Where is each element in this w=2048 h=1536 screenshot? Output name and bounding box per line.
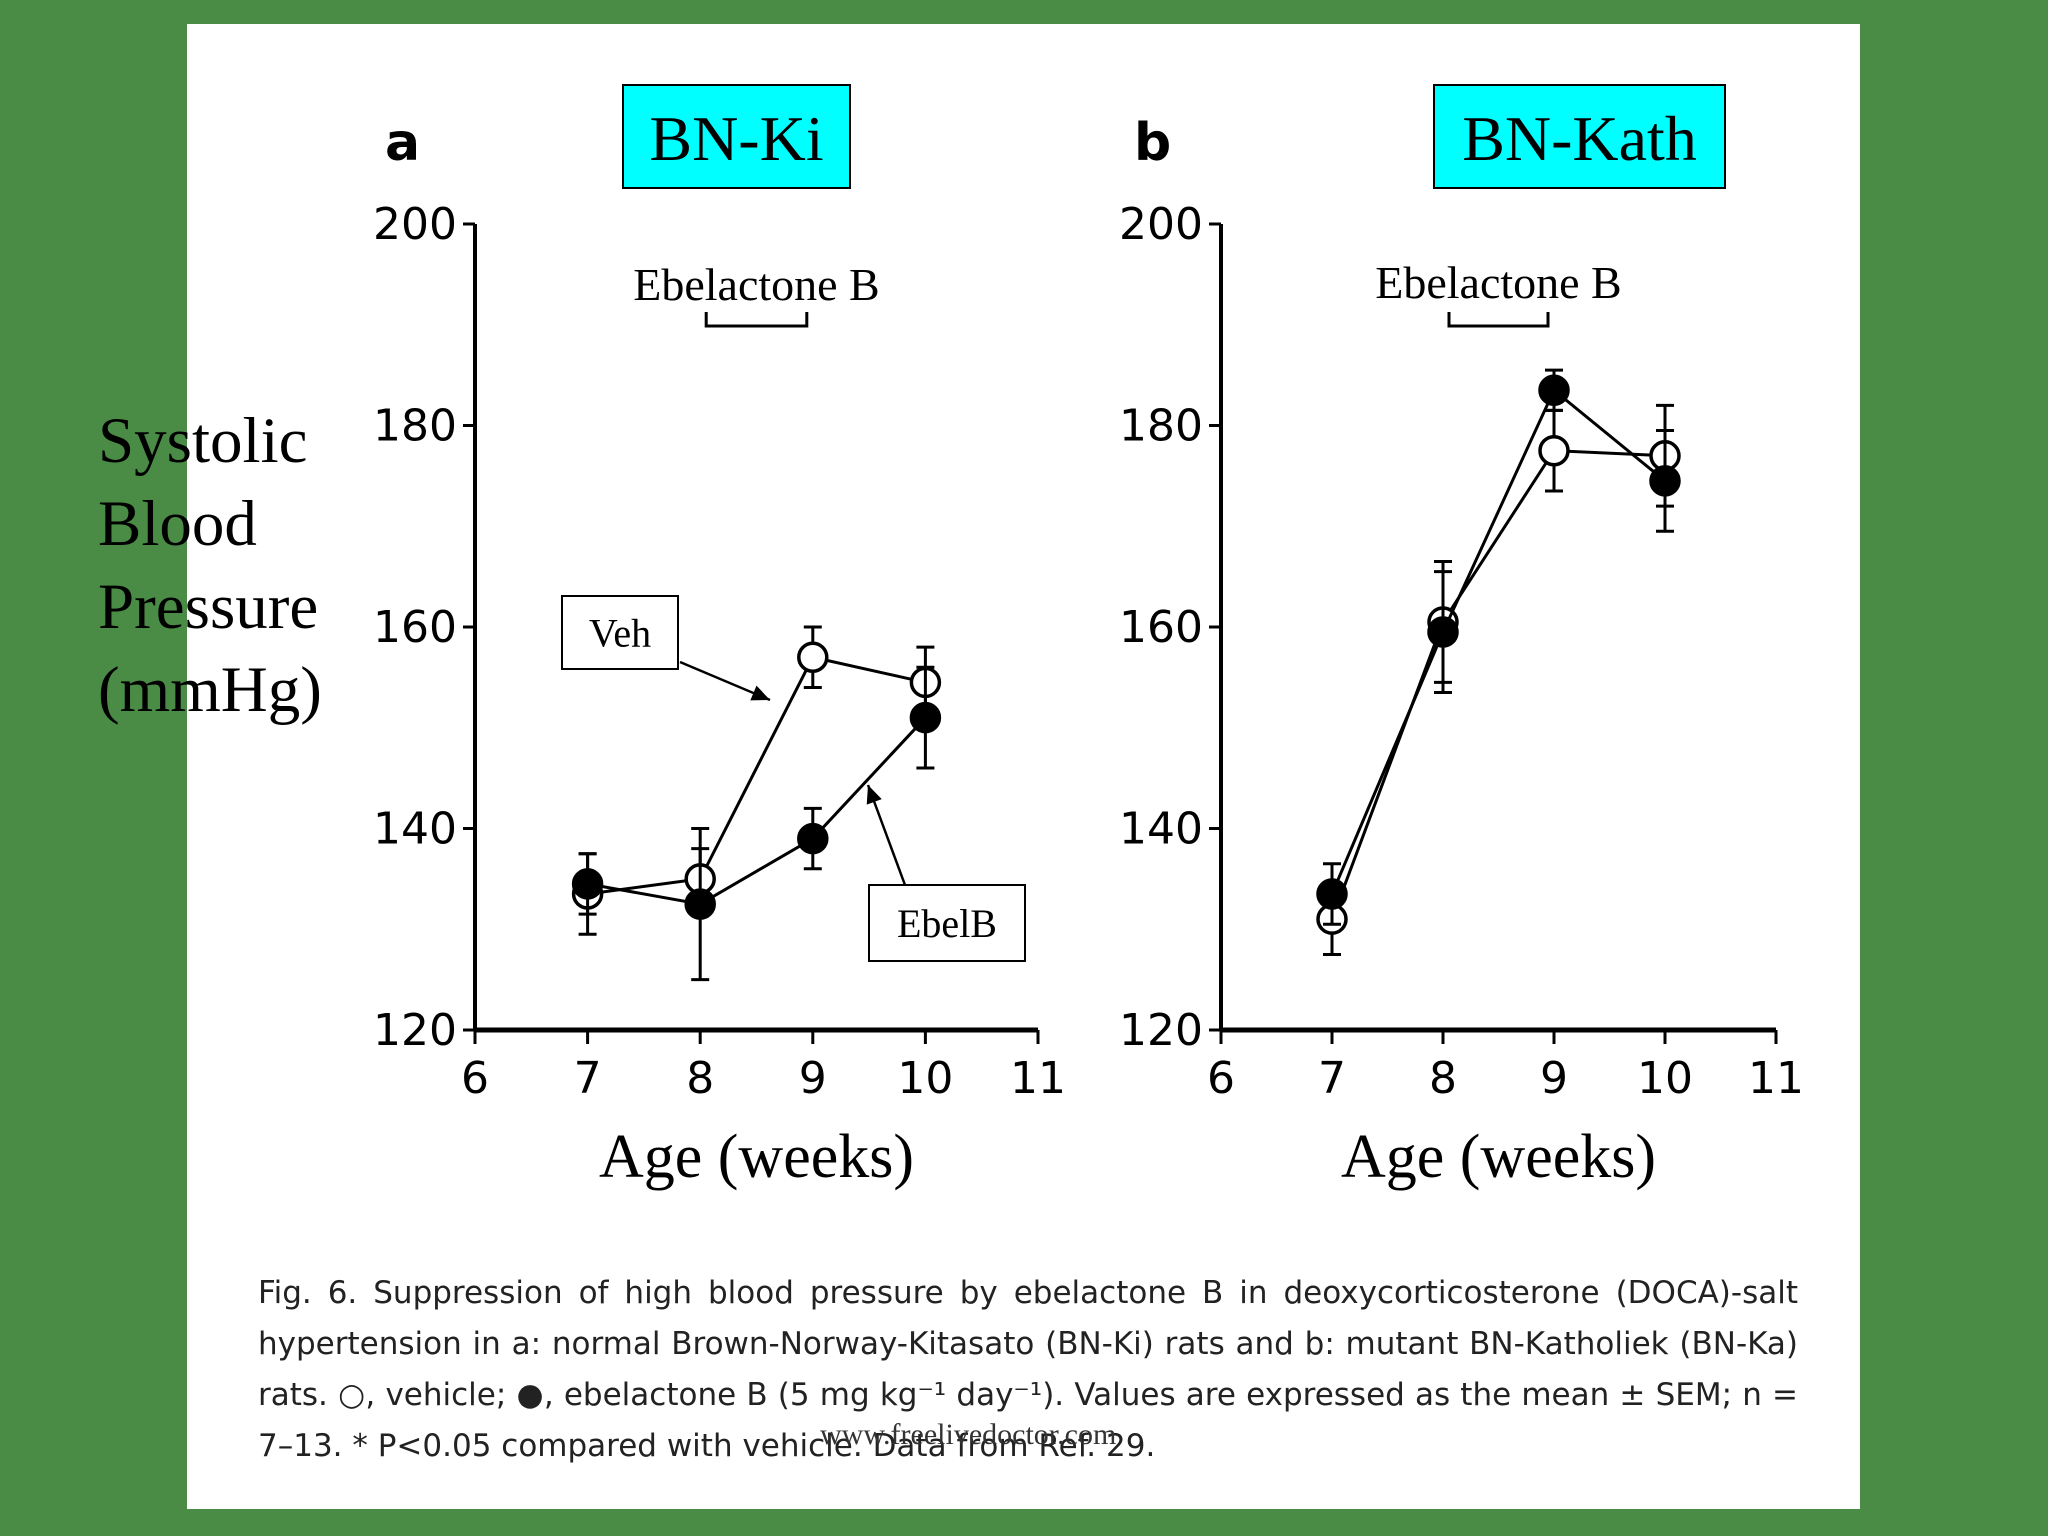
- y-tick-label: 120: [373, 1005, 457, 1056]
- series-callout-box: [868, 884, 1026, 962]
- series-line: [1330, 387, 1666, 895]
- chart-a: BN-Ki a 120 140 160 180 200 6 7 8 9 10 11 Age (weeks)…: [373, 84, 1066, 1191]
- y-tick-label: 200: [373, 199, 457, 250]
- series-line: [587, 655, 926, 896]
- y-tick-label: 180: [373, 401, 457, 452]
- y-tick-label: 140: [1119, 804, 1203, 855]
- y-tick-label: 200: [1119, 199, 1203, 250]
- series-vehicle: [1316, 403, 1681, 956]
- data-point: [909, 701, 942, 734]
- series-treated: [571, 665, 942, 982]
- y-tick-label: 140: [373, 804, 457, 855]
- treatment-label: Ebelactone B: [1375, 257, 1622, 308]
- series-callout-box: [561, 595, 679, 670]
- x-axis-label: Age (weeks): [1341, 1123, 1656, 1191]
- y-axis-label: Systolic Blood Pressure (mmHg): [98, 400, 322, 732]
- series-callout-label: EbelB: [897, 901, 997, 946]
- panel-letter: b: [1134, 113, 1171, 173]
- data-point: [1427, 616, 1459, 648]
- x-tick-label: 6: [1207, 1053, 1235, 1104]
- figure-caption: Fig. 6. Suppression of high blood pressu…: [258, 1275, 1798, 1464]
- x-tick-label: 10: [897, 1053, 953, 1104]
- data-point: [571, 868, 604, 900]
- data-point: [1316, 878, 1348, 910]
- x-axis-label: Age (weeks): [599, 1123, 914, 1191]
- chart-title-box: [622, 84, 851, 189]
- x-tick-label: 9: [1540, 1053, 1568, 1104]
- y-axis-label-line: Pressure: [98, 571, 319, 643]
- y-axis-label-line: (mmHg): [98, 654, 322, 726]
- callout-arrowhead: [866, 785, 882, 805]
- x-tick-label: 8: [686, 1053, 714, 1104]
- series-callout-label: Veh: [589, 611, 651, 656]
- panel-letter: a: [385, 113, 420, 173]
- y-tick-label: 160: [1119, 602, 1203, 653]
- y-tick-label: 160: [373, 602, 457, 653]
- chart-title: BN-Ki: [649, 103, 823, 174]
- data-point: [1538, 374, 1570, 406]
- chart-title-box: [1433, 84, 1726, 189]
- series-treated: [1316, 368, 1681, 926]
- y-axis-label-line: Systolic: [98, 405, 308, 477]
- chart-b: BN-Kath b 120 140 160 180 200 6 7 8 9 10 11 Age (week…: [1119, 84, 1804, 1191]
- data-point: [1538, 434, 1570, 467]
- series-line: [1330, 449, 1666, 920]
- x-tick-label: 11: [1010, 1053, 1066, 1104]
- chart-title: BN-Kath: [1462, 103, 1697, 174]
- figure-panel: [187, 24, 1860, 1509]
- x-tick-label: 9: [799, 1053, 827, 1104]
- x-tick-label: 11: [1748, 1053, 1804, 1104]
- treatment-bracket: [1447, 312, 1550, 328]
- series-line: [587, 716, 927, 906]
- x-tick-label: 7: [574, 1053, 602, 1104]
- data-point: [797, 822, 829, 855]
- data-point: [797, 641, 829, 673]
- treatment-bracket: [704, 312, 809, 328]
- y-tick-label: 120: [1119, 1005, 1203, 1056]
- data-point: [1649, 465, 1681, 497]
- y-tick-label: 180: [1119, 401, 1203, 452]
- y-axis-label-line: Blood: [98, 488, 257, 560]
- data-point: [684, 888, 716, 920]
- callout-arrowhead: [750, 685, 770, 701]
- watermark-text: www.freelivedoctor.com: [820, 1418, 1117, 1451]
- x-tick-label: 7: [1318, 1053, 1346, 1104]
- x-tick-label: 8: [1429, 1053, 1457, 1104]
- x-tick-label: 10: [1637, 1053, 1693, 1104]
- x-tick-label: 6: [461, 1053, 489, 1104]
- treatment-label: Ebelactone B: [633, 259, 880, 310]
